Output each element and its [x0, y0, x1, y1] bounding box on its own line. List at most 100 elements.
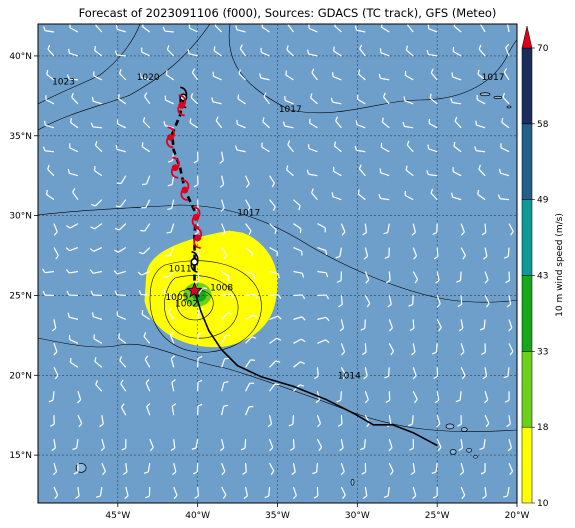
wind-barb: [334, 24, 342, 33]
wind-barb: [405, 45, 414, 57]
colorbar-segment: [521, 275, 533, 352]
wind-barb: [436, 438, 442, 452]
isobar-line: [38, 337, 517, 432]
wind-barb: [364, 271, 370, 284]
wind-barb: [215, 116, 223, 129]
wind-barb: [458, 319, 464, 332]
wind-barb: [433, 247, 439, 260]
wind-barb: [142, 117, 151, 129]
wind-barb: [388, 438, 393, 452]
wind-barb: [293, 199, 301, 211]
wind-barb: [167, 175, 175, 187]
wind-barb: [460, 247, 466, 260]
hurricane-icon: [193, 227, 203, 249]
wind-barb: [503, 367, 510, 379]
wind-barb: [313, 487, 319, 499]
wind-barb: [268, 462, 275, 476]
wind-barb: [508, 223, 514, 236]
wind-barb: [162, 26, 174, 33]
wind-barb: [143, 332, 151, 344]
wind-barb: [330, 97, 342, 105]
island-outline: [473, 454, 478, 459]
wind-barb: [43, 26, 55, 33]
lon-tick-label: 35°W: [265, 511, 290, 521]
wind-barb: [310, 93, 318, 105]
lat-tick-label: 30°N: [9, 212, 32, 222]
wind-barb: [245, 293, 258, 299]
wind-barb: [309, 118, 318, 129]
wind-barb: [221, 312, 233, 320]
wind-barb: [221, 462, 226, 476]
lat-tick-label: 15°N: [9, 451, 32, 461]
wind-barb: [140, 223, 151, 232]
wind-barb: [500, 143, 510, 153]
wind-barb: [165, 247, 175, 257]
isobar-label: 1014: [338, 371, 361, 381]
wind-barb: [412, 486, 417, 500]
wind-barb: [169, 331, 175, 344]
wind-barb: [402, 121, 414, 129]
isobar-label: 1011: [169, 264, 192, 274]
wind-barb: [116, 175, 127, 185]
wind-barb: [167, 199, 175, 211]
wind-barb: [333, 46, 342, 57]
lon-tick-label: 25°W: [425, 511, 450, 521]
wind-barb: [354, 25, 366, 33]
wind-barb: [506, 415, 511, 428]
isobar-label: 1017: [482, 73, 505, 83]
wind-barb: [191, 439, 199, 450]
wind-barb: [382, 92, 390, 105]
wind-barb: [387, 295, 392, 308]
wind-barb: [501, 117, 510, 129]
lon-tick-label: 40°W: [185, 511, 210, 521]
wind-barb: [101, 462, 107, 476]
wind-barb: [306, 49, 318, 57]
hurricane-icon: [191, 206, 201, 229]
wind-barb: [51, 319, 57, 332]
wind-barb: [362, 486, 368, 500]
wind-barb: [53, 247, 59, 260]
wind-barb: [430, 68, 438, 81]
colorbar-segment: [521, 47, 533, 125]
wind-barb: [268, 438, 274, 452]
wind-barb: [53, 486, 59, 500]
wind-barb: [99, 415, 104, 428]
wind-barb: [483, 247, 488, 260]
depression-icon: [190, 251, 199, 273]
colorbar-tick-label: 70: [537, 44, 549, 54]
wind-barb: [364, 295, 371, 308]
wind-barb: [120, 403, 127, 416]
wind-barb: [192, 463, 199, 475]
wind-barb: [95, 380, 103, 392]
isobar-label: 1020: [137, 73, 160, 83]
wind-barb: [100, 438, 105, 452]
wind-barb: [93, 166, 103, 177]
wind-barb: [364, 391, 369, 404]
wind-barb: [411, 223, 416, 236]
wind-barb: [117, 94, 127, 105]
wind-barb: [314, 367, 319, 380]
wind-barb: [289, 439, 295, 451]
wind-barb: [141, 199, 151, 209]
wind-field-10-18: [144, 230, 278, 348]
wind-barb: [245, 199, 251, 212]
wind-barb: [380, 24, 390, 33]
wind-barb: [141, 175, 151, 186]
wind-barb: [72, 439, 79, 451]
isobar-label: 1023: [52, 78, 75, 88]
wind-barb: [267, 415, 273, 428]
wind-barb: [76, 391, 82, 404]
wind-barb: [317, 339, 330, 344]
islands: [75, 92, 512, 486]
hurricane-icon: [180, 179, 190, 201]
wind-barb: [340, 366, 347, 380]
wind-barb: [75, 486, 80, 499]
wind-barb: [363, 367, 368, 380]
wind-barb: [48, 391, 55, 403]
wind-barb: [93, 71, 103, 81]
wind-barb: [114, 223, 127, 231]
wind-barb: [94, 140, 103, 153]
wind-barb: [221, 381, 229, 392]
wind-barb: [362, 223, 368, 236]
wind-barb: [66, 223, 79, 229]
